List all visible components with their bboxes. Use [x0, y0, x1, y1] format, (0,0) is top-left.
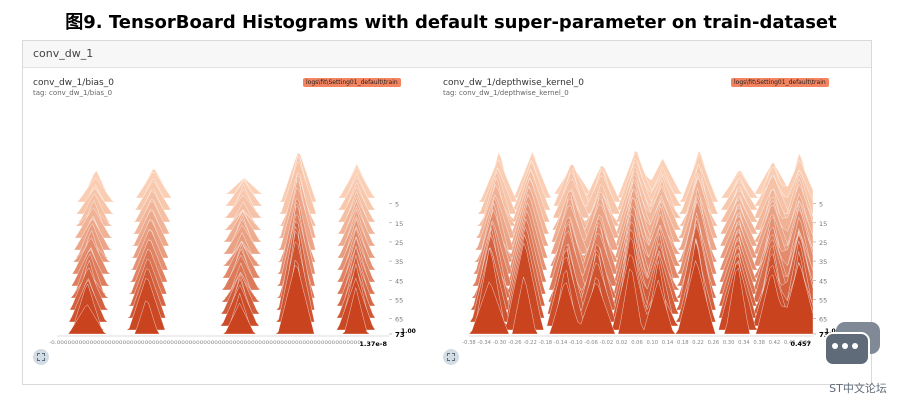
tensorboard-panel: conv_dw_1 conv_dw_1/bias_0 tag: conv_dw_… [22, 40, 872, 385]
x-max-label: 0.457 [790, 340, 811, 348]
step-tick-label: 55 [819, 296, 827, 304]
step-tick-label: 73 [395, 331, 405, 339]
card-tag: tag: conv_dw_1/depthwise_kernel_0 [443, 89, 569, 97]
x-tick-label: -0.0000000000000000000000000000000000000… [49, 340, 361, 346]
step-tick-label: 15 [395, 220, 403, 228]
step-tick-label: 45 [819, 277, 827, 285]
histogram-ridge [468, 259, 814, 335]
histogram-ridge [65, 161, 389, 215]
section-title: conv_dw_1 [33, 47, 94, 60]
x-tick-label: -0.10 [569, 340, 582, 346]
x-tick-label: 0.18 [677, 340, 689, 346]
step-tick-label: 15 [819, 220, 827, 228]
histogram-ridge [67, 160, 389, 195]
x-tick-label: 0.10 [646, 340, 658, 346]
x-tick-label: -0.14 [554, 340, 568, 346]
dot-icon [852, 343, 858, 349]
step-tick-label: 25 [395, 239, 403, 247]
card-name: conv_dw_1/bias_0 [33, 78, 114, 88]
watermark-logo: ST中文论坛 [818, 322, 898, 402]
run-badge: logs\fit\Setting01_default\train [303, 78, 401, 87]
x-max-label: 1.37e-8 [359, 340, 387, 348]
fit-to-screen-icon[interactable] [33, 349, 49, 365]
dot-icon [832, 343, 838, 349]
x-tick-label: -0.34 [478, 340, 492, 346]
step-tick-label: 65 [819, 316, 827, 324]
x-tick-label: 0.30 [723, 340, 735, 346]
chat-bubble-icon [824, 332, 870, 366]
section-header[interactable]: conv_dw_1 [23, 41, 871, 68]
x-tick-label: 0.14 [662, 340, 674, 346]
run-badge: logs\fit\Setting01_default\train [731, 78, 829, 87]
x-tick-label: 0.26 [708, 340, 720, 346]
x-tick-label: -0.06 [584, 340, 597, 346]
x-tick-label: 0.22 [692, 340, 704, 346]
step-tick-label: 73 [819, 331, 829, 339]
fit-to-screen-icon[interactable] [443, 349, 459, 365]
x-tick-label: 0.50 [799, 340, 811, 346]
dot-icon [842, 343, 848, 349]
x-tick-label: 0.46 [784, 340, 796, 346]
x-tick-label: -0.38 [462, 340, 475, 346]
x-tick-label: 0.06 [631, 340, 643, 346]
x-tick-label: 0.34 [738, 340, 750, 346]
x-tick-label: -0.26 [508, 340, 521, 346]
step-tick-label: 35 [819, 258, 827, 266]
histogram-ridge [66, 155, 389, 199]
histogram-card-bias: conv_dw_1/bias_0 tag: conv_dw_1/bias_0 l… [29, 74, 425, 384]
x-tick-label: 0.42 [769, 340, 781, 346]
histogram-chart-kernel[interactable]: 5 15 25 35 45 55 65 73 -0.38 -0.34 -0.30 -0.26 -0.22… [439, 102, 865, 352]
x-tick-label: 0.38 [753, 340, 765, 346]
histogram-ridge [478, 158, 814, 207]
histogram-card-kernel: conv_dw_1/depthwise_kernel_0 tag: conv_d… [439, 74, 865, 384]
y-max-label: 1.00 [401, 328, 416, 335]
x-tick-label: -0.30 [493, 340, 506, 346]
x-tick-label: -0.18 [539, 340, 552, 346]
x-tick-label: 0.02 [616, 340, 628, 346]
x-tick-label: -0.02 [600, 340, 613, 346]
watermark-text: ST中文论坛 [829, 382, 887, 395]
histogram-ridge [66, 154, 389, 207]
step-tick-label: 45 [395, 277, 403, 285]
figure-title: 图9. TensorBoard Histograms with default … [65, 12, 837, 33]
histogram-chart-bias[interactable]: 5 15 25 35 45 55 65 73 -0.0000000000000000000000… [29, 102, 425, 352]
card-tag: tag: conv_dw_1/bias_0 [33, 89, 113, 97]
step-tick-label: 5 [395, 201, 399, 209]
step-tick-label: 55 [395, 296, 403, 304]
step-tick-label: 65 [395, 316, 403, 324]
step-tick-label: 5 [819, 201, 823, 209]
step-tick-label: 25 [819, 239, 827, 247]
card-name: conv_dw_1/depthwise_kernel_0 [443, 78, 585, 88]
y-max-label: 1.00 [825, 328, 840, 335]
x-tick-label: -0.22 [523, 340, 536, 346]
histogram-ridge [479, 150, 814, 195]
histogram-ridge [66, 152, 389, 203]
step-tick-label: 35 [395, 258, 403, 266]
histogram-ridge [57, 264, 389, 335]
